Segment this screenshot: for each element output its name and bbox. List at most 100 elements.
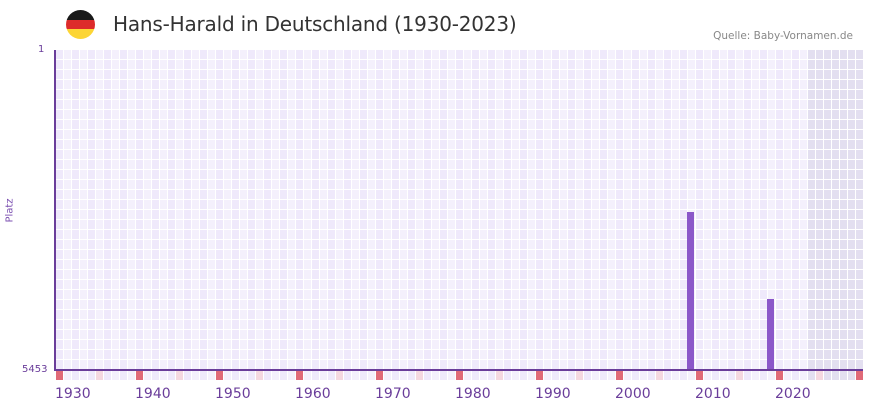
year-marker <box>592 371 599 380</box>
year-marker <box>376 371 383 380</box>
year-marker <box>792 371 799 380</box>
x-tick-label: 1940 <box>135 386 171 402</box>
year-marker <box>824 371 831 380</box>
year-marker <box>360 371 367 380</box>
year-marker <box>288 371 295 380</box>
year-marker <box>352 371 359 380</box>
year-marker <box>136 371 143 380</box>
year-marker <box>96 371 103 380</box>
grid-background <box>56 50 863 369</box>
germany-flag-icon <box>66 10 95 39</box>
year-marker <box>728 371 735 380</box>
year-marker <box>344 371 351 380</box>
year-marker <box>600 371 607 380</box>
year-marker <box>112 371 119 380</box>
year-marker <box>512 371 519 380</box>
year-marker <box>584 371 591 380</box>
x-tick-label: 1970 <box>375 386 411 402</box>
year-marker <box>104 371 111 380</box>
year-marker <box>296 371 303 380</box>
y-tick-bottom: 5453 <box>22 364 48 375</box>
x-tick-label: 2000 <box>615 386 651 402</box>
year-marker <box>120 371 127 380</box>
chart-title: Hans-Harald in Deutschland (1930-2023) <box>113 12 517 36</box>
year-marker <box>216 371 223 380</box>
year-marker <box>424 371 431 380</box>
bar-2009[interactable] <box>687 212 694 370</box>
year-marker <box>208 371 215 380</box>
year-marker <box>248 371 255 380</box>
year-marker <box>672 371 679 380</box>
year-marker <box>256 371 263 380</box>
year-marker <box>840 371 847 380</box>
x-tick-label: 2020 <box>775 386 811 402</box>
x-tick-label: 1950 <box>215 386 251 402</box>
year-marker <box>224 371 231 380</box>
year-marker <box>560 371 567 380</box>
year-marker <box>128 371 135 380</box>
year-marker <box>552 371 559 380</box>
year-marker <box>272 371 279 380</box>
year-marker <box>632 371 639 380</box>
year-marker <box>856 371 863 380</box>
year-marker <box>576 371 583 380</box>
year-marker <box>168 371 175 380</box>
year-marker <box>232 371 239 380</box>
year-marker <box>608 371 615 380</box>
year-marker <box>304 371 311 380</box>
source-link[interactable]: Quelle: Baby-Vornamen.de <box>713 30 853 42</box>
year-marker <box>720 371 727 380</box>
year-marker <box>776 371 783 380</box>
year-marker <box>312 371 319 380</box>
year-marker <box>488 371 495 380</box>
year-marker <box>240 371 247 380</box>
year-marker <box>504 371 511 380</box>
year-marker <box>56 371 63 380</box>
year-marker <box>520 371 527 380</box>
year-marker <box>616 371 623 380</box>
year-marker <box>176 371 183 380</box>
year-marker <box>280 371 287 380</box>
year-marker <box>72 371 79 380</box>
year-marker <box>160 371 167 380</box>
year-marker <box>392 371 399 380</box>
year-marker <box>400 371 407 380</box>
y-axis-line <box>54 50 56 371</box>
year-marker <box>336 371 343 380</box>
year-marker <box>328 371 335 380</box>
y-tick-top: 1 <box>38 44 45 55</box>
year-marker <box>640 371 647 380</box>
year-marker <box>200 371 207 380</box>
year-marker <box>760 371 767 380</box>
year-marker <box>456 371 463 380</box>
bar-2019[interactable] <box>767 299 774 370</box>
year-marker <box>152 371 159 380</box>
x-tick-label: 1960 <box>295 386 331 402</box>
year-marker <box>480 371 487 380</box>
year-marker <box>544 371 551 380</box>
year-marker <box>816 371 823 380</box>
year-marker <box>624 371 631 380</box>
x-tick-label: 1990 <box>535 386 571 402</box>
plot-area <box>56 50 863 370</box>
year-marker <box>496 371 503 380</box>
year-marker <box>64 371 71 380</box>
year-marker <box>568 371 575 380</box>
year-marker <box>744 371 751 380</box>
year-marker <box>784 371 791 380</box>
year-marker <box>832 371 839 380</box>
year-marker <box>448 371 455 380</box>
x-axis-line <box>55 369 863 371</box>
year-marker <box>440 371 447 380</box>
year-marker <box>320 371 327 380</box>
year-marker <box>536 371 543 380</box>
year-marker <box>768 371 775 380</box>
year-marker <box>80 371 87 380</box>
year-marker <box>472 371 479 380</box>
year-marker <box>264 371 271 380</box>
year-marker <box>184 371 191 380</box>
x-tick-label: 1930 <box>55 386 91 402</box>
year-marker <box>144 371 151 380</box>
x-tick-label: 2010 <box>695 386 731 402</box>
year-marker <box>528 371 535 380</box>
